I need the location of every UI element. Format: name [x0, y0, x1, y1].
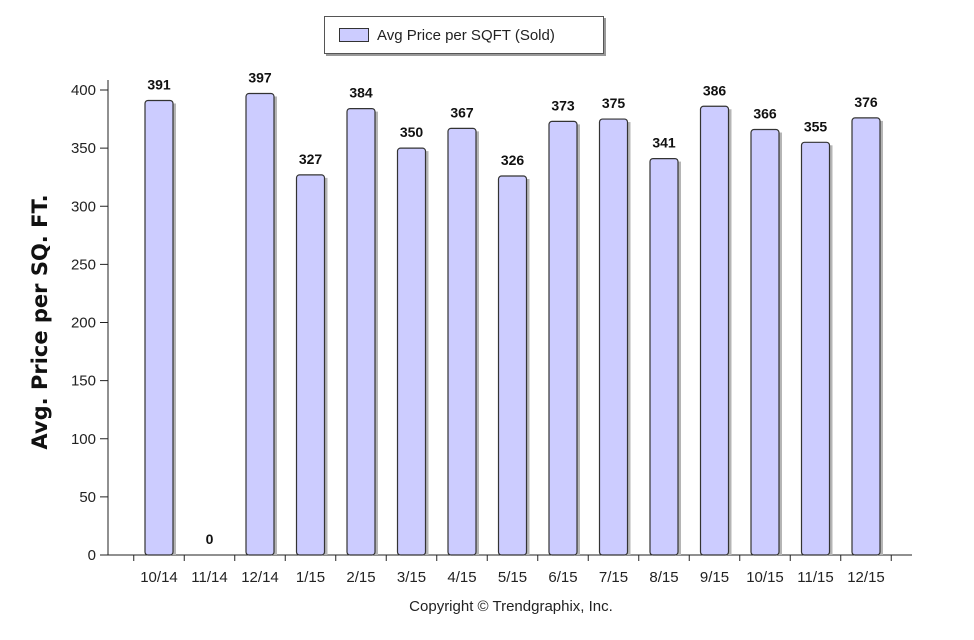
data-label: 341 [652, 135, 676, 151]
bar [497, 175, 528, 556]
x-tick-label: 10/14 [140, 569, 178, 586]
x-tick-label: 9/15 [700, 569, 729, 586]
bar [295, 174, 326, 556]
data-label: 397 [248, 69, 272, 85]
y-tick-label: 400 [71, 82, 96, 99]
x-tick-label: 1/15 [296, 569, 325, 586]
bar [750, 128, 780, 556]
y-tick-label: 250 [71, 256, 96, 273]
x-tick-label: 10/15 [746, 569, 784, 586]
x-tick-label: 3/15 [397, 569, 426, 586]
data-label: 326 [501, 152, 525, 168]
x-tick-label: 11/15 [797, 569, 833, 586]
bar [346, 107, 376, 556]
data-label: 366 [753, 106, 777, 122]
y-tick-label: 0 [88, 547, 96, 564]
bar [396, 147, 427, 556]
x-tick-label: 6/15 [548, 569, 577, 586]
data-label: 373 [551, 97, 575, 113]
bar [598, 118, 629, 556]
y-tick-label: 350 [71, 140, 96, 157]
copyright-text: Copyright © Trendgraphix, Inc. [409, 598, 613, 615]
y-tick-label: 50 [79, 489, 96, 506]
x-tick-label: 2/15 [346, 569, 375, 586]
data-label: 350 [400, 124, 424, 140]
y-tick-label: 300 [71, 198, 96, 215]
data-label: 367 [450, 104, 474, 120]
legend-label: Avg Price per SQFT (Sold) [377, 26, 555, 44]
x-tick-label: 4/15 [447, 569, 476, 586]
data-label: 386 [703, 82, 727, 98]
data-label: 327 [299, 151, 323, 167]
bar [649, 157, 679, 556]
x-tick-label: 8/15 [649, 569, 678, 586]
bar [800, 141, 831, 556]
x-tick-label: 11/14 [191, 569, 227, 586]
x-tick-label: 12/14 [241, 569, 279, 586]
bar [548, 120, 578, 556]
bar [245, 92, 275, 556]
x-tick-label: 5/15 [498, 569, 527, 586]
data-label: 384 [349, 85, 373, 101]
x-tick-label: 7/15 [599, 569, 628, 586]
data-label: 376 [854, 94, 878, 110]
bar [699, 105, 730, 556]
data-label: 391 [147, 76, 171, 92]
bar [851, 117, 881, 556]
legend-swatch [339, 28, 369, 42]
data-label: 0 [206, 531, 214, 547]
bar [144, 99, 174, 556]
data-label: 355 [804, 118, 828, 134]
bar [447, 127, 477, 556]
y-tick-label: 100 [71, 431, 96, 448]
legend: Avg Price per SQFT (Sold) [324, 16, 604, 54]
y-tick-label: 150 [71, 373, 96, 390]
y-tick-label: 200 [71, 315, 96, 332]
x-tick-label: 12/15 [847, 569, 885, 586]
y-axis-label: Avg. Price per SQ. FT. [28, 194, 52, 450]
data-label: 375 [602, 95, 626, 111]
